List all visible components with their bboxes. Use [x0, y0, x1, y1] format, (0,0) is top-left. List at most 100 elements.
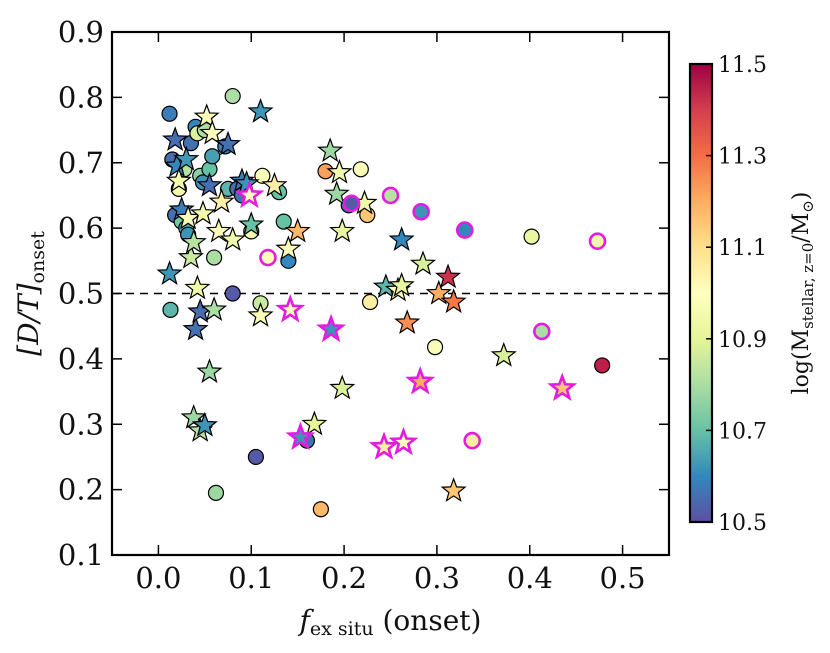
point-star-57 [191, 411, 218, 437]
point-star-50 [180, 228, 207, 254]
point-star-63 [205, 217, 232, 243]
point-star-70 [247, 98, 274, 123]
colorbar-gradient [688, 62, 714, 524]
axes: 0.0 0.1 0.2 0.3 0.4 0.5 0.1 0.2 0.3 0.4 0.5 0.6 0.7 0… [12, 15, 671, 640]
point-star-106 [388, 426, 419, 456]
x-axis-title: fex situ (onset) [298, 604, 482, 640]
point-star-49 [177, 243, 204, 269]
point-star-43 [162, 126, 189, 151]
point-star-92 [490, 341, 517, 367]
y-axis-title: [D/T]onset [12, 231, 49, 356]
point-circle-2 [162, 301, 179, 318]
point-star-105 [369, 431, 399, 460]
colorbar-tick-label-4: 11.3 [718, 145, 767, 170]
point-star-79 [329, 217, 356, 243]
point-circle-18 [207, 484, 225, 501]
point-circle-39 [426, 339, 444, 356]
x-tick-label-1: 0.1 [228, 561, 274, 595]
y-tick-label-2: 0.3 [58, 407, 104, 441]
point-star-64 [208, 188, 235, 214]
point-circle-96 [412, 202, 430, 221]
point-star-73 [275, 235, 302, 261]
point-circle-16 [204, 148, 221, 165]
y-tick-label-6: 0.7 [58, 146, 104, 180]
y-tick-label-4: 0.5 [58, 277, 104, 311]
point-star-80 [329, 374, 356, 400]
point-star-86 [394, 309, 421, 335]
point-star-77 [323, 180, 350, 206]
y-tick-label-3: 0.4 [58, 342, 104, 376]
point-circle-97 [455, 221, 474, 239]
point-star-87 [409, 250, 437, 276]
point-star-101 [234, 179, 265, 209]
point-star-74 [284, 217, 311, 243]
y-tick-label-8: 0.9 [58, 15, 104, 49]
x-tick-label-3: 0.3 [414, 561, 460, 595]
point-star-59 [196, 171, 223, 197]
point-circle-22 [224, 87, 241, 105]
point-circle-93 [259, 248, 277, 267]
point-star-75 [301, 410, 328, 436]
series-highlighted-stars [234, 179, 578, 460]
series-circles [161, 87, 611, 518]
colorbar-title: log(Mstellar, z=0/M⊙) [789, 192, 817, 395]
point-circle-40 [523, 228, 540, 245]
point-star-71 [247, 302, 274, 327]
x-tick-label-5: 0.5 [600, 561, 646, 595]
point-star-47 [173, 145, 200, 171]
point-star-102 [275, 294, 306, 323]
point-circle-94 [342, 194, 361, 213]
point-star-88 [425, 279, 452, 305]
point-circle-98 [463, 431, 481, 450]
point-circle-30 [275, 213, 292, 230]
point-star-65 [214, 130, 242, 156]
point-star-78 [326, 158, 353, 184]
point-circle-33 [312, 501, 329, 518]
point-circle-38 [361, 293, 379, 311]
y-tick-label-0: 0.1 [58, 538, 104, 572]
colorbar-tick-label-0: 10.5 [718, 511, 767, 536]
colorbar-tick-label-1: 10.7 [718, 419, 767, 444]
point-star-103 [285, 421, 316, 451]
point-star-85 [388, 226, 415, 252]
series-highlighted-circles [259, 186, 607, 450]
point-star-69 [238, 211, 265, 236]
colorbar-tick-label-5: 11.5 [718, 53, 767, 78]
point-star-58 [193, 103, 220, 129]
point-circle-100 [588, 232, 607, 250]
colorbar: 10.5 10.7 10.9 11.1 11.3 11.5 log(Mstellar, z=… [688, 53, 817, 536]
point-star-104 [316, 313, 347, 343]
point-star-42 [156, 260, 183, 286]
point-circle-36 [352, 161, 369, 178]
point-star-107 [405, 366, 436, 395]
point-circle-26 [247, 448, 264, 466]
y-tick-label-1: 0.2 [58, 473, 104, 507]
colorbar-tick-label-3: 11.1 [718, 236, 767, 261]
x-tick-label-4: 0.4 [507, 561, 553, 595]
point-circle-41 [594, 357, 611, 374]
x-tick-label-2: 0.2 [321, 561, 367, 595]
data-points [156, 87, 611, 518]
point-star-84 [388, 271, 415, 297]
point-star-90 [440, 288, 467, 314]
point-star-60 [196, 358, 223, 384]
point-circle-21 [224, 285, 241, 302]
point-star-89 [434, 263, 462, 289]
point-star-91 [440, 477, 467, 503]
point-circle-0 [161, 105, 178, 122]
point-star-45 [165, 167, 192, 193]
point-star-76 [317, 137, 344, 163]
point-star-56 [189, 200, 217, 225]
point-star-62 [201, 296, 228, 321]
y-tick-label-5: 0.6 [58, 211, 104, 245]
point-star-66 [219, 226, 246, 252]
point-star-72 [261, 171, 288, 197]
point-star-61 [199, 119, 226, 145]
colorbar-tick-label-2: 10.9 [718, 328, 767, 353]
point-star-53 [184, 274, 211, 300]
point-circle-95 [381, 186, 400, 205]
series-stars [156, 98, 517, 503]
point-circle-17 [206, 249, 223, 266]
y-tick-label-7: 0.8 [58, 80, 104, 114]
